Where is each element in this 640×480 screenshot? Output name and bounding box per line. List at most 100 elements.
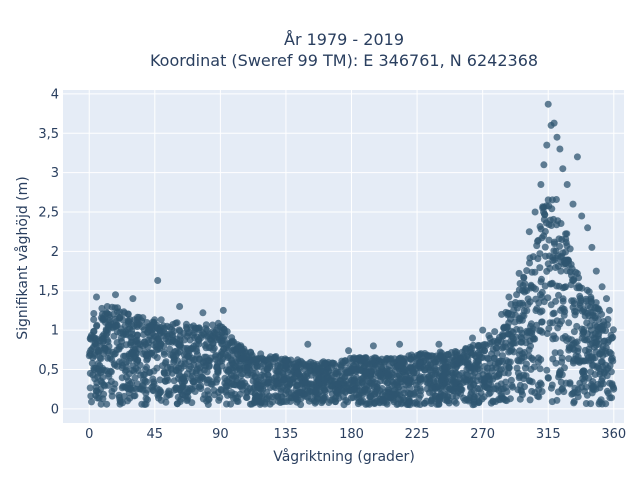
data-point <box>470 393 478 401</box>
data-point <box>120 352 127 360</box>
data-point <box>520 307 528 315</box>
data-point <box>209 346 217 354</box>
data-point <box>143 378 151 386</box>
data-point <box>156 386 163 394</box>
x-tick-label: 315 <box>536 427 561 442</box>
data-point <box>427 400 435 407</box>
data-point <box>523 360 530 368</box>
data-point <box>463 396 471 403</box>
data-point <box>110 310 117 318</box>
data-point <box>114 304 121 312</box>
data-point <box>237 372 245 380</box>
data-point <box>344 382 352 389</box>
data-point <box>120 308 128 316</box>
data-point <box>342 396 350 404</box>
data-point <box>213 336 221 344</box>
data-point <box>133 349 141 357</box>
data-point <box>497 385 505 393</box>
x-tick-label: 270 <box>470 427 495 442</box>
data-point <box>289 375 297 383</box>
data-point <box>608 394 616 402</box>
data-point <box>265 392 273 400</box>
data-point <box>283 383 291 391</box>
data-point <box>103 303 111 310</box>
data-point <box>202 357 210 365</box>
data-point <box>478 354 486 362</box>
data-point <box>568 390 576 398</box>
data-point <box>97 400 105 408</box>
data-point <box>598 283 606 291</box>
data-point <box>254 378 262 386</box>
data-point <box>515 269 523 277</box>
data-point <box>569 200 577 208</box>
data-point <box>581 357 589 365</box>
data-point <box>558 252 566 260</box>
y-axis-ticks: 0 0,5 1 1,5 2 2,5 3 3,5 4 <box>38 87 59 417</box>
data-point <box>480 376 488 384</box>
data-point <box>304 340 312 348</box>
data-point <box>199 309 207 317</box>
data-point <box>367 367 375 374</box>
data-point <box>518 354 526 362</box>
data-point <box>554 324 562 332</box>
data-point <box>574 344 582 352</box>
data-point <box>234 394 241 401</box>
data-point <box>588 316 596 324</box>
data-point <box>92 387 100 395</box>
data-point <box>609 357 617 365</box>
data-point <box>582 383 590 391</box>
data-point <box>536 308 544 316</box>
data-point <box>185 387 193 395</box>
data-point <box>300 365 308 373</box>
data-point <box>164 376 172 384</box>
data-point <box>184 329 192 337</box>
y-tick-label: 3 <box>51 166 59 181</box>
data-point <box>550 309 558 317</box>
data-point <box>552 359 560 367</box>
data-point <box>334 380 342 388</box>
data-point <box>160 324 168 332</box>
data-point <box>524 300 532 308</box>
data-point <box>526 396 534 404</box>
data-point <box>264 362 272 370</box>
data-points <box>85 100 618 409</box>
data-point <box>113 321 120 329</box>
data-point <box>453 357 461 364</box>
data-point <box>227 391 235 399</box>
data-point <box>256 398 264 406</box>
data-point <box>588 362 596 369</box>
data-point <box>503 388 511 396</box>
x-tick-label: 225 <box>405 427 430 442</box>
x-tick-label: 135 <box>274 427 299 442</box>
data-point <box>525 377 533 385</box>
data-point <box>563 181 571 188</box>
data-point <box>588 243 596 251</box>
data-point <box>582 400 590 407</box>
data-point <box>609 326 617 334</box>
data-point <box>204 396 212 403</box>
data-point <box>212 372 220 380</box>
y-tick-label: 0,5 <box>38 363 59 378</box>
data-point <box>249 369 257 377</box>
data-point <box>531 208 539 216</box>
data-point <box>88 398 95 406</box>
data-point <box>582 297 590 305</box>
data-point <box>470 400 478 408</box>
data-point <box>191 334 199 342</box>
data-point <box>233 341 241 349</box>
data-point <box>585 335 593 343</box>
data-point <box>292 395 300 403</box>
data-point <box>547 301 555 309</box>
data-point <box>119 361 127 369</box>
data-point <box>91 352 98 359</box>
data-point <box>445 397 453 405</box>
data-point <box>550 240 558 248</box>
data-point <box>565 319 573 327</box>
data-point <box>122 330 130 338</box>
data-point <box>562 379 570 387</box>
data-point <box>578 212 586 220</box>
data-point <box>556 349 564 357</box>
data-point <box>294 381 302 389</box>
data-point <box>402 373 410 381</box>
